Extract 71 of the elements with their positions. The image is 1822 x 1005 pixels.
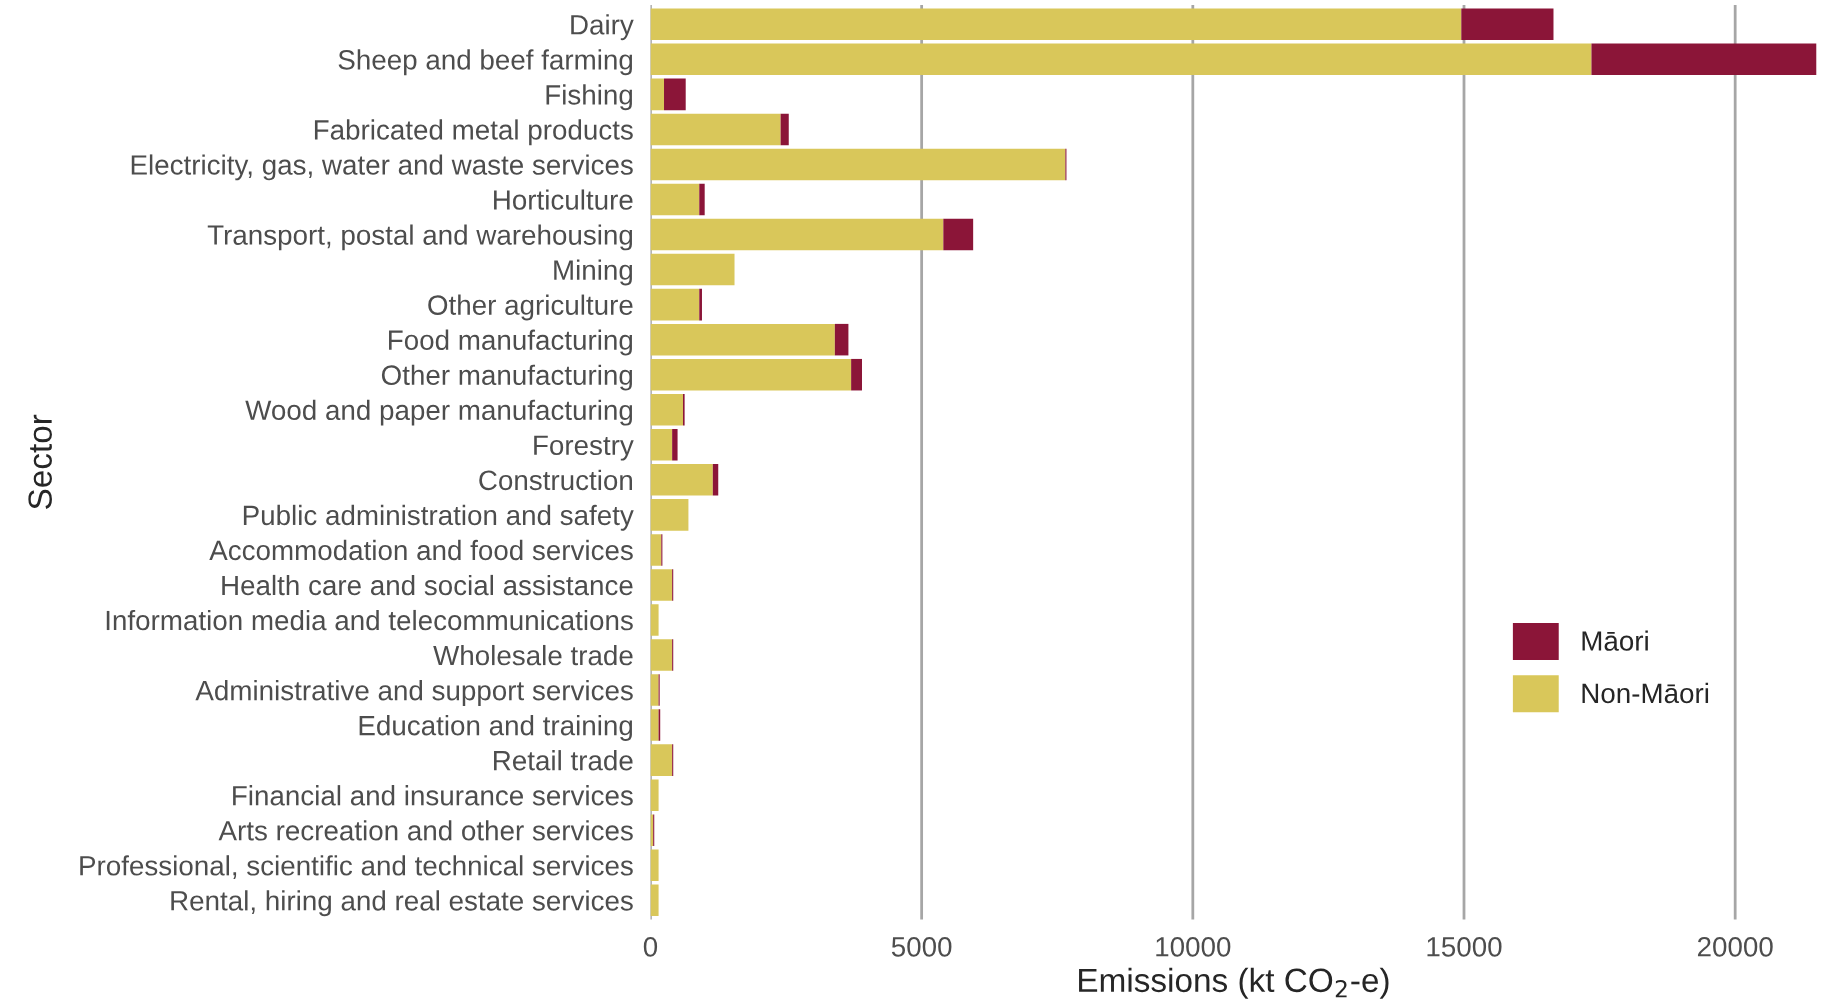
y-tick-label: Food manufacturing	[389, 329, 633, 356]
x-tick-label: 0	[643, 936, 658, 957]
bar	[650, 639, 673, 671]
bar	[650, 43, 1592, 76]
bar	[650, 849, 659, 882]
y-tick-label: Accommodation and food services	[209, 539, 633, 561]
x-axis-title: Emissions (kt CO$_{2}$-e)	[1079, 967, 1389, 999]
bar	[650, 674, 659, 706]
y-tick-label: Forestry	[534, 435, 634, 461]
y-tick-label: Fishing	[546, 84, 632, 111]
y-tick-label: Public administration and safety	[243, 504, 634, 531]
bar	[650, 709, 659, 741]
y-tick-label: Arts recreation and other services	[218, 820, 633, 841]
y-tick-label: Administrative and support services	[195, 680, 633, 706]
y-tick-label: Professional, scientific and technical services	[80, 855, 633, 879]
bar	[650, 183, 700, 216]
y-tick-label: Horticulture	[494, 189, 633, 210]
bar	[650, 744, 673, 776]
y-tick-label: Other manufacturing	[381, 364, 633, 391]
bar	[650, 779, 659, 811]
bar	[672, 429, 678, 461]
bar	[650, 78, 665, 111]
bar	[699, 183, 705, 216]
bar	[650, 884, 659, 917]
bar	[650, 499, 689, 531]
x-tick-label: 5000	[891, 936, 952, 957]
bar	[650, 323, 835, 356]
y-tick-label: Education and training	[359, 715, 633, 741]
legend-label: Non-Māori	[1582, 682, 1709, 704]
bar	[664, 78, 686, 111]
bar	[712, 464, 719, 496]
y-tick-label: Fabricated metal products	[314, 119, 633, 146]
bar	[650, 148, 1066, 181]
bar	[650, 8, 1462, 41]
bar	[650, 429, 673, 461]
bar	[650, 253, 735, 286]
bar	[650, 393, 683, 426]
bar	[650, 569, 673, 601]
bar	[851, 358, 862, 391]
y-tick-label: Electricity, gas, water and waste services	[131, 154, 633, 181]
y-tick-label: Wholesale trade	[433, 644, 633, 666]
y-tick-label: Mining	[554, 259, 632, 286]
y-tick-label: Financial and insurance services	[233, 785, 633, 806]
y-tick-label: Construction	[479, 469, 632, 491]
y-axis-title: Sector	[28, 414, 52, 509]
bar	[650, 464, 713, 496]
y-tick-label: Rental, hiring and real estate services	[171, 890, 633, 917]
legend-label: Māori	[1582, 630, 1648, 651]
bar	[650, 113, 781, 146]
bar	[699, 288, 702, 321]
x-tick-label: 10000	[1156, 936, 1231, 957]
bar	[650, 604, 659, 636]
bar	[834, 323, 849, 356]
bar	[650, 288, 700, 321]
x-tick-label: 20000	[1697, 936, 1773, 957]
y-tick-label: Wood and paper manufacturing	[245, 399, 633, 426]
bar	[650, 358, 852, 391]
bar	[1591, 43, 1817, 76]
bar	[780, 113, 789, 146]
bar	[943, 218, 974, 251]
y-tick-label: Transport, postal and warehousing	[207, 224, 633, 251]
bar	[650, 218, 944, 251]
y-tick-label: Dairy	[571, 14, 634, 41]
y-tick-label: Retail trade	[494, 750, 633, 771]
y-tick-label: Information media and telecommunications	[106, 609, 633, 631]
x-tick-label: 15000	[1427, 936, 1502, 957]
bar	[1461, 8, 1554, 41]
y-tick-label: Sheep and beef farming	[338, 49, 633, 76]
y-tick-label: Health care and social assistance	[222, 574, 633, 596]
y-tick-label: Other agriculture	[428, 294, 633, 321]
bar	[650, 534, 662, 566]
